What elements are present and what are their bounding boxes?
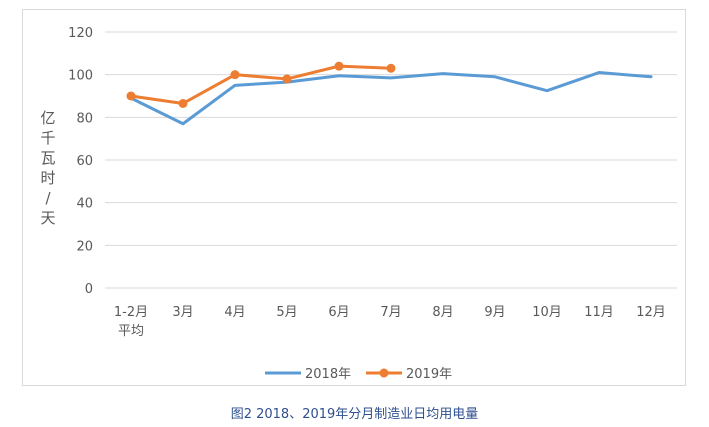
y-tick-label: 80 [76,111,93,126]
x-tick-label: 3月 [172,305,193,320]
legend: 2018年 2019年 [265,367,452,382]
y-tick-labels: 0 20 40 60 80 100 120 [68,26,93,297]
series-line-0 [129,71,653,126]
y-tick-label: 0 [85,282,93,297]
y-tick-label: 60 [76,154,93,169]
series-point-1 [126,91,136,101]
y-axis-title: 亿千瓦时/天 [40,109,55,227]
x-tick-label: 6月 [328,305,349,320]
series-point-1 [282,74,292,84]
x-tick-labels: 1-2月平均 3月 4月 5月 6月 7月 8月 9月 10月 11月 12月 [114,305,666,339]
grid-lines [105,31,677,289]
series-point-1 [386,63,396,73]
y-tick-label: 100 [68,69,93,84]
y-tick-label: 20 [76,239,93,254]
x-tick-label: 9月 [484,305,505,320]
y-tick-label: 40 [76,197,93,212]
legend-label: 2019年 [406,367,452,382]
legend-marker [379,368,389,378]
series-point-1 [178,98,188,108]
x-tick-label: 8月 [432,305,453,320]
x-tick-label: 12月 [636,305,666,320]
x-tick-label: 4月 [224,305,245,320]
y-axis-label: 亿千瓦时/天 [40,109,55,227]
series-point-1 [230,70,240,80]
y-tick-label: 120 [68,26,93,41]
chart-frame [22,9,686,386]
x-tick-label: 10月 [532,305,562,320]
series-line-1 [129,64,393,105]
x-tick-label: 5月 [276,305,297,320]
series-point-1 [334,61,344,71]
x-tick-label: 11月 [584,305,614,320]
x-tick-label: 1-2月平均 [114,305,148,339]
legend-label: 2018年 [305,367,351,382]
figure-caption: 图2 2018、2019年分月制造业日均用电量 [230,407,479,422]
series-lines [126,61,653,126]
x-tick-label: 7月 [380,305,401,320]
